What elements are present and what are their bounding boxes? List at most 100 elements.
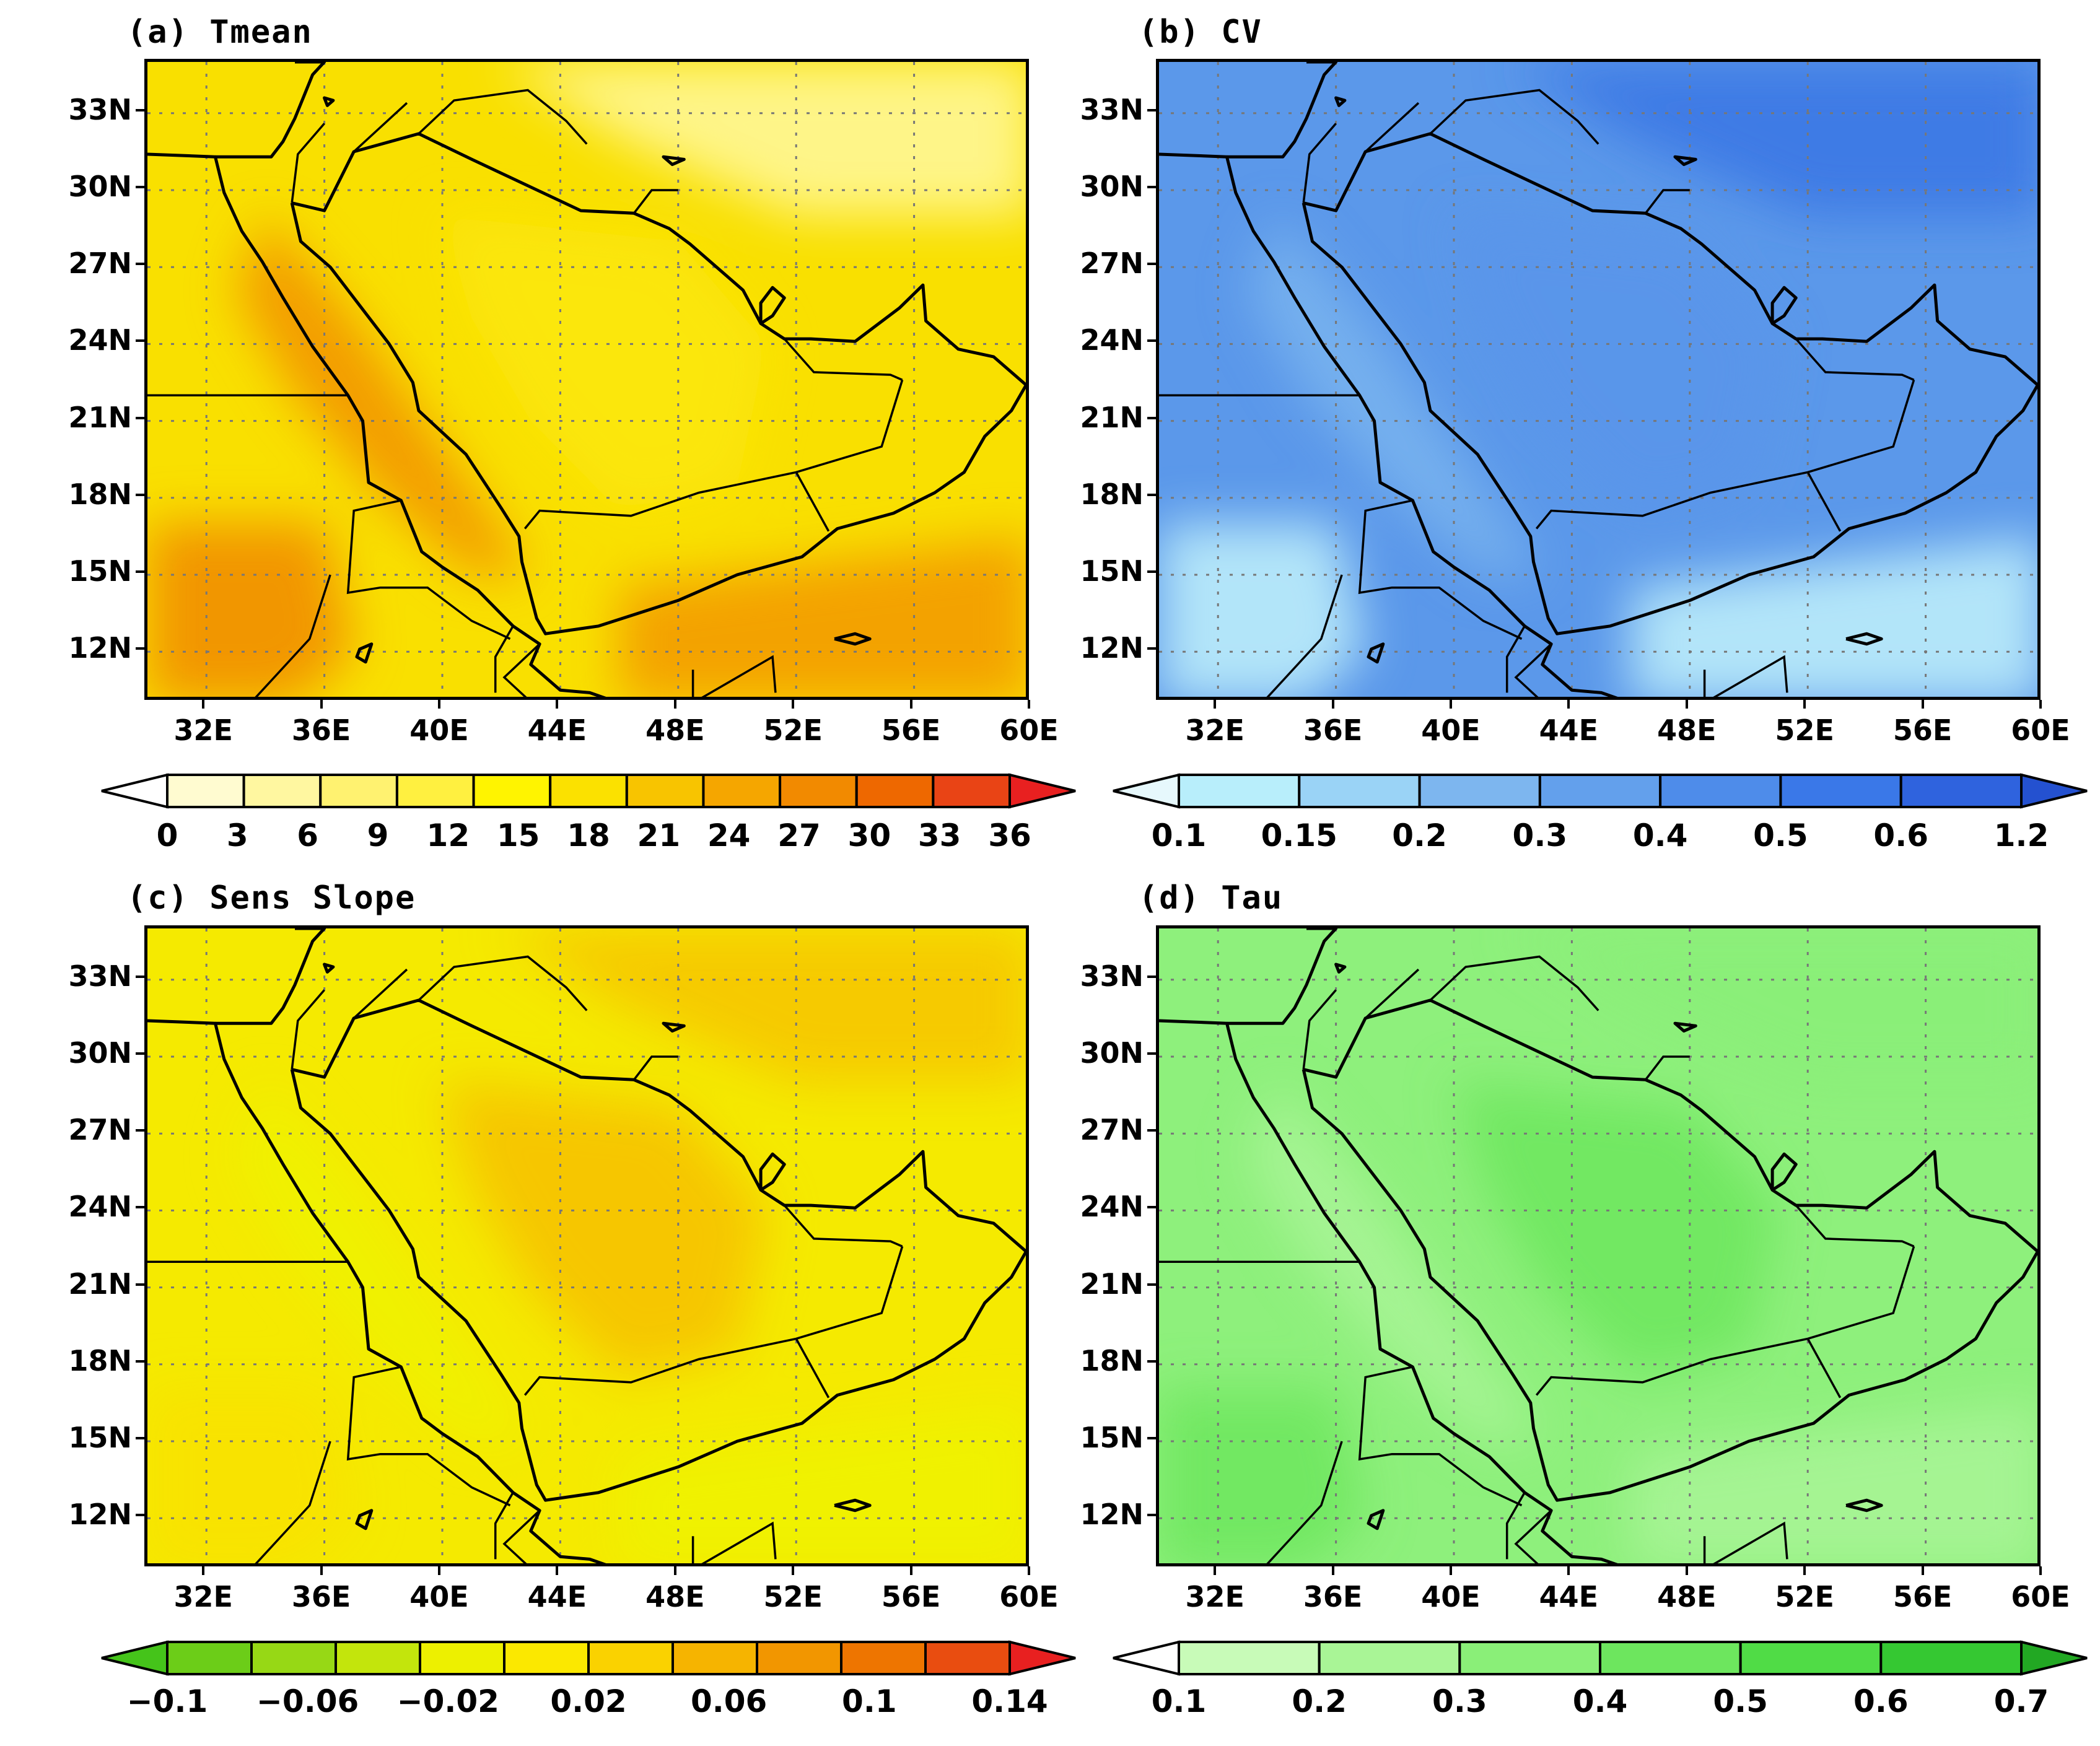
lon-tick <box>1331 1566 1334 1575</box>
lat-tick <box>1147 493 1156 496</box>
lon-label: 32E <box>173 1580 233 1613</box>
colorbar-b <box>1111 773 2089 809</box>
colorbar-box <box>1318 1641 1461 1675</box>
colorbar-label: 1.2 <box>1993 818 2049 853</box>
lat-label: 21N <box>68 1267 132 1301</box>
colorbar-right-arrow <box>1008 1640 1076 1676</box>
map-b <box>1156 59 2041 700</box>
colorbar-label: 0.5 <box>1753 818 1808 853</box>
lon-label: 44E <box>1539 714 1599 747</box>
region-north <box>1513 928 2037 1083</box>
colorbar-label: 36 <box>988 818 1031 853</box>
region-interior <box>1454 216 1778 511</box>
map-d <box>1156 925 2041 1566</box>
panel-title: (a) Tmean <box>127 14 313 51</box>
lon-label: 56E <box>881 714 941 747</box>
colorbar-label: 24 <box>707 818 751 853</box>
lon-tick <box>320 1566 323 1575</box>
lat-tick <box>1147 1206 1156 1209</box>
lon-label: 48E <box>645 714 705 747</box>
colorbar-label: 0.6 <box>1853 1683 1909 1719</box>
colorbar-label: 0.7 <box>1993 1683 2049 1719</box>
lon-tick <box>320 700 323 709</box>
lat-label: 15N <box>1080 1421 1144 1454</box>
colorbar-right-arrow <box>2020 1640 2088 1676</box>
lon-tick <box>792 1566 795 1575</box>
lon-tick <box>1450 700 1452 709</box>
region-horn <box>1159 1390 1366 1563</box>
region-horn <box>147 1390 354 1563</box>
lat-tick <box>1147 1052 1156 1055</box>
colorbar-label: 0.15 <box>1261 818 1337 853</box>
lon-label: 44E <box>1539 1580 1599 1613</box>
lat-label: 15N <box>68 554 132 588</box>
lon-tick <box>1028 700 1030 709</box>
colorbar-label: 0.14 <box>971 1683 1048 1719</box>
lat-label: 24N <box>68 1190 132 1224</box>
lat-tick <box>1147 1437 1156 1439</box>
lat-label: 33N <box>1080 92 1144 126</box>
colorbar-right-arrow <box>2020 773 2088 809</box>
colorbar-box <box>1899 774 2023 808</box>
lat-tick <box>1147 1360 1156 1363</box>
lon-tick <box>202 700 205 709</box>
lon-label: 36E <box>291 1580 351 1613</box>
colorbar-box <box>250 1641 337 1675</box>
lon-label: 44E <box>527 1580 587 1613</box>
colorbar-box <box>1298 774 1421 808</box>
graticule <box>1159 928 2037 1563</box>
colorbar-label: 0.2 <box>1392 818 1447 853</box>
lat-tick <box>136 1052 144 1055</box>
map-svg <box>1159 928 2037 1563</box>
lat-label: 21N <box>1080 400 1144 434</box>
lon-tick <box>1214 700 1217 709</box>
colorbar-label: 0.02 <box>550 1683 627 1719</box>
colorbar-label: 0.3 <box>1432 1683 1487 1719</box>
region-east-sea <box>1630 537 2037 697</box>
region-red-sea <box>235 216 531 575</box>
lon-label: 60E <box>999 714 1059 747</box>
colorbar-label: 0.5 <box>1713 1683 1768 1719</box>
colorbar-left-arrow <box>1113 1640 1180 1676</box>
colorbar-box <box>587 1641 674 1675</box>
lat-label: 24N <box>68 323 132 357</box>
lat-label: 30N <box>1080 170 1144 203</box>
lat-tick <box>136 416 144 419</box>
lon-label: 52E <box>1775 1580 1834 1613</box>
lon-label: 32E <box>173 714 233 747</box>
lat-label: 24N <box>1080 1190 1144 1224</box>
colorbar-label: 27 <box>777 818 821 853</box>
field-shading <box>147 928 1026 1563</box>
region-red-sea <box>235 1082 531 1441</box>
lat-tick <box>1147 1283 1156 1286</box>
lon-label: 60E <box>2011 1580 2070 1613</box>
lon-label: 40E <box>1421 1580 1481 1613</box>
lon-tick <box>2039 1566 2042 1575</box>
colorbar-label: 33 <box>917 818 961 853</box>
country-borders <box>147 89 904 697</box>
lon-tick <box>1567 700 1570 709</box>
lon-label: 40E <box>409 1580 469 1613</box>
lat-tick <box>136 647 144 650</box>
lon-label: 44E <box>527 714 587 747</box>
colorbar-label: 30 <box>847 818 891 853</box>
lat-label: 27N <box>68 1113 132 1147</box>
lat-tick <box>136 1129 144 1132</box>
colorbar-box <box>840 1641 927 1675</box>
lon-label: 60E <box>999 1580 1059 1613</box>
lat-tick <box>136 1360 144 1363</box>
colorbar-box <box>1178 774 1301 808</box>
lon-tick <box>673 700 676 709</box>
colorbar-box <box>1599 1641 1742 1675</box>
lat-tick <box>136 975 144 978</box>
colorbar-box <box>1418 774 1541 808</box>
lon-label: 40E <box>1421 714 1481 747</box>
colorbar-box <box>242 774 322 808</box>
field-shading <box>1159 928 2037 1563</box>
lon-tick <box>1803 700 1806 709</box>
country-borders <box>1159 955 1915 1563</box>
map-svg <box>1159 62 2037 697</box>
colorbar-label: 0.4 <box>1572 1683 1628 1719</box>
region-east-sea <box>1630 1403 2037 1563</box>
lat-label: 18N <box>1080 477 1144 511</box>
